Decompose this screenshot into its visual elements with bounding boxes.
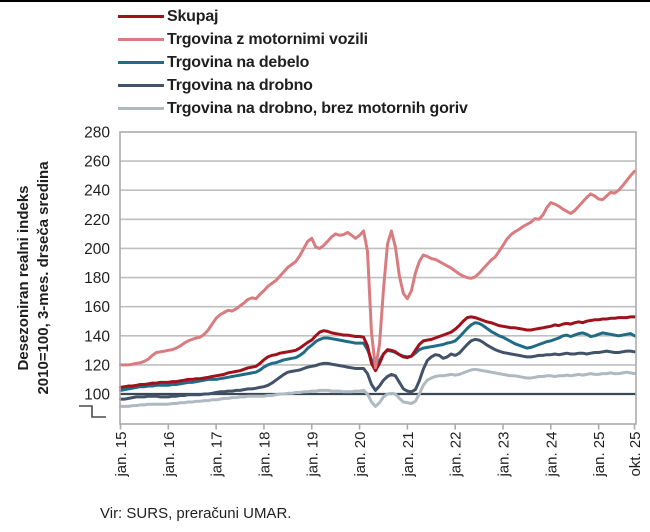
x-tick-label: jan. 18 (256, 432, 273, 478)
legend: Skupaj Trgovina z motornimi vozili Trgov… (118, 5, 468, 120)
x-tick-labels: jan. 15 jan. 16 jan. 17 jan. 18 jan. 19 jan. … (113, 432, 644, 478)
series-line-0 (119, 315, 636, 389)
series-line-4 (119, 367, 636, 408)
legend-label: Trgovina na drobno (167, 76, 313, 94)
legend-swatch-motorna-vozila (118, 37, 164, 42)
x-tick-label: jan. 15 (113, 432, 130, 478)
series-line-1 (119, 169, 636, 370)
legend-label: Trgovina na drobno, brez motornih goriv (167, 99, 468, 117)
x-tick-label: jan. 16 (161, 432, 178, 478)
legend-item-debelo: Trgovina na debelo (118, 51, 468, 74)
legend-item-drobno: Trgovina na drobno (118, 74, 468, 97)
gridlines (120, 160, 636, 366)
y-tick-label: 100 (84, 387, 110, 404)
y-tick-label: 120 (84, 357, 110, 374)
legend-label: Trgovina z motornimi vozili (167, 30, 368, 48)
x-tick-label: jan. 24 (543, 432, 560, 478)
y-tick-label: 220 (84, 212, 110, 229)
legend-item-motorna-vozila: Trgovina z motornimi vozili (118, 28, 468, 51)
legend-swatch-skupaj (118, 14, 164, 19)
legend-item-brez-goriv: Trgovina na drobno, brez motornih goriv (118, 97, 468, 120)
plot-border (119, 131, 637, 430)
y-tick-label: 200 (84, 241, 110, 258)
series-lines (119, 169, 636, 408)
axis-break-glyph (79, 405, 106, 418)
top-border-line (0, 0, 650, 2)
legend-item-skupaj: Skupaj (118, 5, 468, 28)
y-tick-label: 280 (84, 125, 110, 142)
legend-swatch-debelo (118, 60, 164, 65)
y-tick-label: 240 (84, 183, 110, 200)
x-tick-label: jan. 23 (496, 432, 513, 478)
legend-label: Trgovina na debelo (167, 53, 310, 71)
x-tick-label: jan. 22 (448, 432, 465, 478)
legend-swatch-drobno (118, 83, 164, 88)
y-tick-label: 140 (84, 328, 110, 345)
series-line-3 (119, 337, 636, 401)
legend-swatch-brez-goriv (118, 106, 164, 111)
y-tick-label: 160 (84, 299, 110, 316)
y-tick-label: 260 (84, 154, 110, 171)
x-tick-label: jan. 17 (209, 432, 226, 478)
x-tick-label: jan. 19 (304, 432, 321, 478)
axis-break-symbol (79, 405, 106, 418)
legend-label: Skupaj (167, 7, 219, 25)
plot-frame (119, 131, 637, 425)
source-note: Vir: SURS, preračuni UMAR. (100, 505, 292, 522)
x-tick-label: okt. 25 (627, 432, 644, 477)
y-tick-label: 180 (84, 270, 110, 287)
y-tick-labels: 100 120 140 160 180 200 220 240 260 280 (84, 125, 110, 404)
x-tick-label: jan. 20 (352, 432, 369, 478)
x-tick-label: jan. 21 (400, 432, 417, 478)
x-tick-label: jan. 25 (591, 432, 608, 478)
